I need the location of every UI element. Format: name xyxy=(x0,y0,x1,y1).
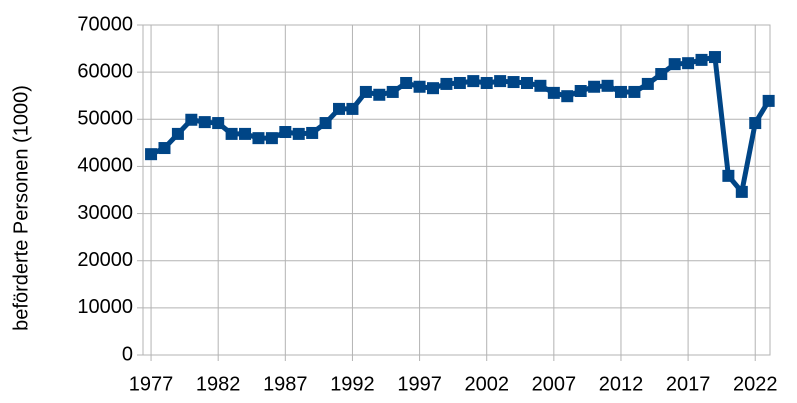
data-point xyxy=(319,117,332,130)
data-point xyxy=(453,76,466,89)
data-point xyxy=(306,126,319,139)
x-tick-label: 1982 xyxy=(196,373,241,395)
y-tick-label: 20000 xyxy=(77,249,133,271)
data-point xyxy=(427,82,440,95)
data-point xyxy=(467,75,480,88)
data-point xyxy=(534,79,547,92)
data-point xyxy=(682,57,695,70)
data-point xyxy=(641,77,654,90)
data-point xyxy=(695,53,708,66)
data-point xyxy=(292,127,305,140)
x-tick-label: 2012 xyxy=(599,373,644,395)
data-point xyxy=(722,169,735,182)
data-point xyxy=(386,85,399,98)
data-point xyxy=(145,148,158,161)
data-point xyxy=(212,117,225,130)
y-tick-label: 60000 xyxy=(77,60,133,82)
y-tick-label: 50000 xyxy=(77,108,133,130)
x-tick-label: 1977 xyxy=(129,373,174,395)
y-axis-label: beförderte Personen (1000) xyxy=(10,85,32,331)
data-point xyxy=(440,77,453,90)
data-point xyxy=(346,102,359,115)
data-point xyxy=(762,94,775,107)
data-point xyxy=(520,76,533,89)
data-point xyxy=(198,116,211,129)
x-tick-label: 2022 xyxy=(733,373,778,395)
x-tick-label: 2002 xyxy=(464,373,509,395)
data-point xyxy=(708,51,721,64)
y-tick-label: 10000 xyxy=(77,296,133,318)
data-point xyxy=(225,127,238,140)
data-point xyxy=(668,58,681,71)
data-point xyxy=(588,80,601,93)
x-tick-label: 2017 xyxy=(666,373,711,395)
y-tick-label: 70000 xyxy=(77,13,133,35)
y-tick-label: 0 xyxy=(122,343,133,365)
data-point xyxy=(171,127,184,140)
data-point xyxy=(574,85,587,97)
data-point xyxy=(252,132,265,145)
data-point xyxy=(614,85,627,98)
x-tick-label: 1997 xyxy=(397,373,442,395)
data-point xyxy=(749,117,762,130)
data-point xyxy=(547,86,560,99)
data-point xyxy=(480,76,493,89)
data-point xyxy=(735,185,748,198)
data-point xyxy=(279,126,292,139)
data-point xyxy=(413,80,426,93)
y-tick-label: 40000 xyxy=(77,155,133,177)
data-point xyxy=(655,68,668,81)
data-point xyxy=(494,75,507,88)
x-tick-label: 1987 xyxy=(263,373,308,395)
data-point xyxy=(185,113,198,126)
data-point xyxy=(400,76,413,89)
y-tick-label: 30000 xyxy=(77,202,133,224)
x-tick-label: 1992 xyxy=(330,373,375,395)
x-tick-label: 2007 xyxy=(532,373,577,395)
data-point xyxy=(601,79,614,92)
data-point xyxy=(628,85,641,98)
data-point xyxy=(158,142,171,155)
data-point xyxy=(265,132,278,145)
data-point xyxy=(239,127,252,140)
data-point xyxy=(507,76,520,89)
data-point xyxy=(561,90,574,103)
plot-frame xyxy=(142,24,771,356)
data-point xyxy=(373,88,386,101)
data-point xyxy=(359,85,372,98)
data-point xyxy=(333,102,346,115)
